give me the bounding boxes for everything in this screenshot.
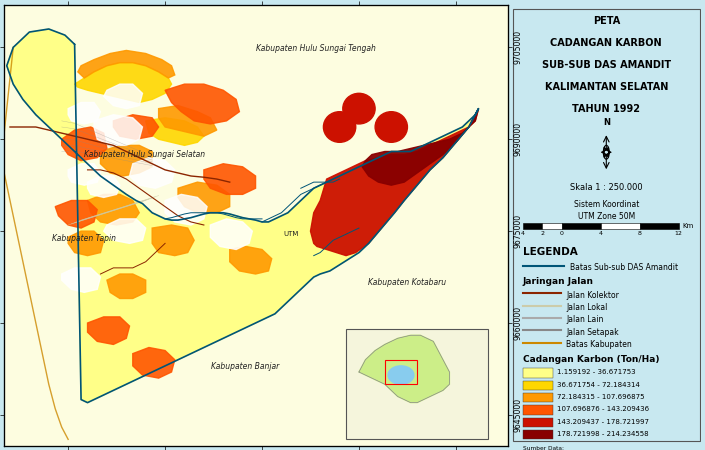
Text: Jalan Lain: Jalan Lain — [566, 315, 603, 324]
Text: Kabupaten Hulu Sungai Tengah: Kabupaten Hulu Sungai Tengah — [256, 44, 376, 53]
Text: Batas Kabupaten: Batas Kabupaten — [566, 340, 632, 349]
Text: 4: 4 — [599, 231, 603, 236]
Text: CADANGAN KARBON: CADANGAN KARBON — [551, 38, 662, 48]
Text: Km: Km — [682, 223, 694, 229]
Text: 12: 12 — [675, 231, 682, 236]
Polygon shape — [107, 274, 146, 298]
Polygon shape — [114, 115, 159, 139]
Polygon shape — [55, 201, 97, 228]
Text: 107.696876 - 143.209436: 107.696876 - 143.209436 — [557, 406, 649, 412]
Polygon shape — [146, 118, 204, 145]
Polygon shape — [165, 84, 240, 124]
Polygon shape — [68, 231, 104, 256]
Text: Sistem Koordinat
UTM Zone 50M: Sistem Koordinat UTM Zone 50M — [574, 200, 639, 220]
Text: 36.671754 - 72.184314: 36.671754 - 72.184314 — [557, 382, 639, 387]
Bar — [522, 381, 553, 390]
Bar — [522, 223, 542, 229]
Bar — [562, 223, 601, 229]
Circle shape — [343, 93, 375, 124]
Text: 2: 2 — [540, 231, 544, 236]
Text: TAHUN 1992: TAHUN 1992 — [572, 104, 640, 114]
Text: Kabupaten Tapin: Kabupaten Tapin — [52, 234, 116, 243]
Bar — [522, 418, 553, 427]
Text: Kabupaten Banjar: Kabupaten Banjar — [212, 362, 280, 371]
Polygon shape — [87, 317, 130, 344]
Text: PETA: PETA — [593, 16, 620, 26]
Circle shape — [324, 112, 356, 142]
Text: KALIMANTAN SELATAN: KALIMANTAN SELATAN — [544, 82, 668, 92]
Polygon shape — [165, 194, 207, 225]
Polygon shape — [104, 84, 142, 108]
Polygon shape — [130, 158, 175, 188]
Text: Batas Sub-sub DAS Amandit: Batas Sub-sub DAS Amandit — [570, 263, 678, 272]
Bar — [522, 430, 553, 439]
Polygon shape — [75, 63, 171, 103]
Polygon shape — [62, 268, 101, 292]
Text: UTM: UTM — [283, 231, 298, 237]
Polygon shape — [68, 164, 101, 185]
Polygon shape — [7, 29, 479, 403]
Bar — [542, 223, 562, 229]
Bar — [639, 223, 679, 229]
Text: 1.159192 - 36.671753: 1.159192 - 36.671753 — [557, 369, 635, 375]
Text: 178.721998 - 214.234558: 178.721998 - 214.234558 — [557, 431, 649, 437]
Text: Jalan Lokal: Jalan Lokal — [566, 303, 608, 312]
Text: Cadangan Karbon (Ton/Ha): Cadangan Karbon (Ton/Ha) — [522, 355, 659, 364]
Bar — [522, 405, 553, 414]
Polygon shape — [104, 219, 146, 243]
Polygon shape — [101, 145, 152, 176]
Text: 4: 4 — [520, 231, 525, 236]
Polygon shape — [210, 219, 252, 249]
Text: 143.209437 - 178.721997: 143.209437 - 178.721997 — [557, 418, 649, 425]
Polygon shape — [204, 164, 256, 194]
Text: Jalan Setapak: Jalan Setapak — [566, 328, 619, 337]
Bar — [601, 223, 639, 229]
Text: SUB-SUB DAS AMANDIT: SUB-SUB DAS AMANDIT — [541, 60, 671, 70]
Polygon shape — [133, 347, 175, 378]
Text: 0: 0 — [560, 231, 563, 236]
Bar — [346, 329, 489, 439]
Bar — [522, 393, 553, 402]
Text: Skala 1 : 250.000: Skala 1 : 250.000 — [570, 183, 643, 192]
Polygon shape — [230, 247, 271, 274]
Bar — [385, 360, 417, 384]
Text: 72.184315 - 107.696875: 72.184315 - 107.696875 — [557, 394, 644, 400]
Text: Sumber Data:
1. Hasil Interpretasi Citra Landsat TM Tahun 1992
2. Peta DAS BPDAS: Sumber Data: 1. Hasil Interpretasi Citra… — [522, 446, 668, 450]
Polygon shape — [362, 108, 479, 185]
Text: N: N — [603, 118, 610, 127]
Polygon shape — [68, 103, 101, 124]
Polygon shape — [159, 106, 217, 136]
Bar — [522, 369, 553, 378]
Text: Kabupaten Hulu Sungai Selatan: Kabupaten Hulu Sungai Selatan — [84, 150, 205, 159]
Polygon shape — [359, 335, 450, 403]
Circle shape — [375, 112, 407, 142]
Polygon shape — [87, 176, 120, 198]
Text: 8: 8 — [638, 231, 642, 236]
Polygon shape — [62, 127, 107, 161]
Polygon shape — [310, 108, 479, 256]
Polygon shape — [94, 115, 142, 145]
Polygon shape — [78, 50, 175, 78]
Polygon shape — [152, 225, 194, 256]
Polygon shape — [388, 366, 414, 384]
Text: Jalan Kolektor: Jalan Kolektor — [566, 291, 619, 300]
Text: Jaringan Jalan: Jaringan Jalan — [522, 278, 594, 287]
Polygon shape — [87, 194, 140, 225]
Text: LEGENDA: LEGENDA — [522, 247, 577, 256]
Polygon shape — [178, 182, 230, 213]
Text: Kabupaten Kotabaru: Kabupaten Kotabaru — [368, 278, 446, 287]
